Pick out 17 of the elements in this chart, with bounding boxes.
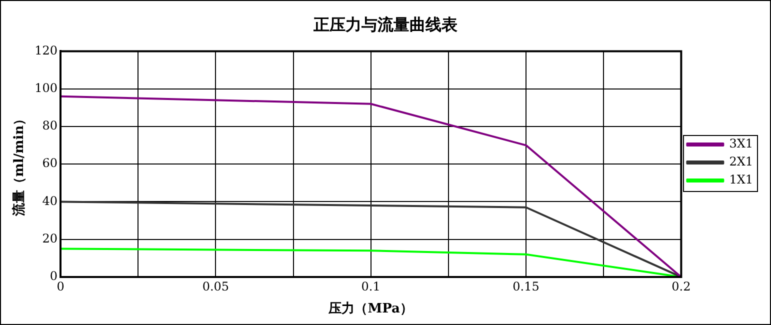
y-tick-label: 100: [34, 80, 58, 95]
y-tick-label: 20: [42, 231, 58, 246]
x-tick-label: 0.05: [202, 279, 230, 294]
y-tick-label: 80: [42, 118, 58, 133]
legend-label: 3X1: [729, 136, 753, 151]
x-tick-label: 0.15: [512, 279, 540, 294]
y-axis-title: 流量（ml/min）: [11, 112, 28, 217]
legend-label: 1X1: [729, 172, 753, 187]
legend-label: 2X1: [729, 154, 753, 169]
y-tick-label: 40: [42, 194, 58, 208]
chart-title: 正压力与流量曲线表: [312, 14, 458, 34]
y-tick-label: 60: [42, 156, 58, 170]
x-axis-title: 压力（MPa）: [328, 302, 413, 317]
y-tick-label: 120: [34, 43, 58, 58]
y-tick-label: 0: [50, 269, 58, 284]
x-tick-label: 0.1: [361, 279, 380, 294]
x-tick-label: 0.2: [672, 279, 691, 294]
